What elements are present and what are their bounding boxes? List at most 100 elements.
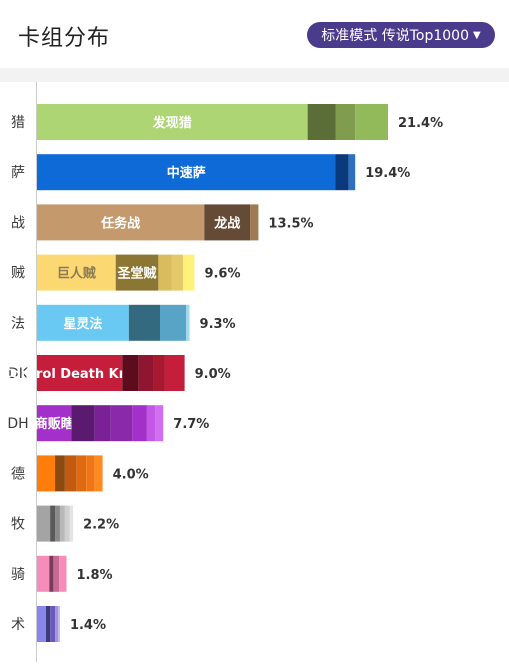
bar-segment-label: 圣堂贼 [118, 266, 157, 282]
bar-group: 德 4.0% [11, 455, 149, 492]
bar-segment-label: 巨人贼 [57, 266, 96, 282]
category-tick-label: DH [7, 416, 28, 432]
category-tick-label: 萨 [11, 165, 25, 181]
bar-segment [335, 104, 356, 140]
value-label: 19.4% [365, 166, 410, 181]
value-label: 9.3% [200, 317, 236, 332]
bar-segment-label: 任务战 [100, 215, 140, 231]
deck-distribution-chart: 猎 发现猎 21.4% 萨 中速萨 19.4% 战 任务战 龙战 13.5% 贼 巨人贼 圣堂贼 9.6%… [2, 82, 443, 662]
bar-segment [204, 204, 251, 241]
bar-segment [110, 405, 133, 442]
bar-segment [46, 606, 51, 642]
category-tick-label: 战 [11, 215, 25, 231]
category-tick-label: 法 [11, 316, 25, 332]
bar-segment [250, 204, 259, 241]
bar-segment [55, 606, 59, 642]
category-tick-label: 牧 [11, 517, 25, 533]
chevron-down-icon: ▼ [473, 29, 481, 41]
bar-group: 术 1.4% [11, 606, 106, 642]
bar-segment [58, 606, 60, 642]
bar-segment-label: 星灵法 [63, 316, 102, 332]
bar-segment-label: 发现猎 [152, 115, 192, 131]
bar-segment [37, 405, 72, 442]
value-label: 2.2% [83, 518, 119, 533]
bar-segment [171, 254, 183, 291]
bar-segment [164, 355, 185, 391]
bar-segment [155, 405, 164, 442]
bar-segment [335, 154, 349, 191]
bar-group: 战 任务战 龙战 13.5% [11, 204, 314, 241]
bar-segment [94, 455, 103, 492]
bar-segment [50, 505, 56, 542]
bar-segment [146, 405, 156, 442]
bar-segment [138, 355, 154, 391]
bar-segment [355, 104, 388, 140]
bar-segment [69, 505, 74, 542]
bar-segment [37, 154, 336, 191]
bar-segment [55, 455, 65, 492]
bar-group: 萨 中速萨 19.4% [11, 154, 410, 191]
bar-group: 骑 1.8% [11, 555, 113, 592]
header: 卡组分布 标准模式 传说Top1000 ▼ [0, 0, 509, 68]
bar-segment [307, 104, 336, 140]
bar-segment [53, 555, 60, 592]
bar-segment [94, 405, 111, 442]
value-label: 1.8% [77, 568, 113, 583]
bar-segment [71, 405, 95, 442]
category-tick-label: 术 [11, 617, 25, 633]
bar-segment [50, 606, 56, 642]
bar-segment [186, 304, 190, 341]
value-label: 7.7% [173, 417, 209, 432]
mode-dropdown-label: 标准模式 传说Top1000 [321, 28, 469, 44]
value-label: 13.5% [268, 216, 313, 231]
bar-segment [348, 154, 356, 191]
bar-segment [64, 505, 70, 542]
bar-segment [37, 555, 50, 592]
bar-segment [153, 355, 165, 391]
bar-segment [128, 304, 161, 341]
value-label: 21.4% [398, 116, 443, 131]
bar-segment [160, 304, 187, 341]
bar-segment [86, 455, 95, 492]
bar-segment [182, 254, 195, 291]
bar-segment-label: 中速萨 [167, 165, 206, 181]
bar-segment [37, 304, 129, 341]
bar-segment [59, 555, 67, 592]
bar-segment [122, 355, 139, 391]
value-label: 4.0% [113, 467, 149, 482]
bar-segment [76, 455, 87, 492]
bar-group: DH 商贩瞎 7.7% [7, 405, 209, 442]
bar-segment [132, 405, 147, 442]
bar-segment [37, 455, 56, 492]
bar-segment [55, 505, 60, 542]
bar-segment [59, 505, 65, 542]
bar-segment-label: 商贩瞎 [35, 416, 74, 432]
bar-segment [158, 254, 172, 291]
bar-segment-label: Control Death Knight [2, 367, 157, 382]
page-title: 卡组分布 [18, 26, 111, 51]
value-label: 1.4% [70, 618, 106, 633]
category-tick-label: 猎 [11, 115, 25, 131]
bar-segment-label: 龙战 [214, 215, 240, 231]
bar-segment [37, 505, 51, 542]
value-label: 9.6% [204, 267, 240, 282]
bar-segment [37, 254, 116, 291]
bar-group: 猎 发现猎 21.4% [11, 104, 443, 140]
divider-band [0, 68, 509, 82]
bar-segment [37, 204, 205, 241]
bar-segment [64, 455, 77, 492]
category-tick-label: 贼 [11, 266, 25, 282]
mode-dropdown[interactable]: 标准模式 传说Top1000 ▼ [307, 22, 495, 48]
bar-segment [37, 104, 308, 140]
category-tick-label: DK [8, 366, 29, 382]
bar-group: 法 星灵法 9.3% [11, 304, 236, 341]
value-label: 9.0% [195, 367, 231, 382]
category-tick-label: 德 [11, 466, 25, 482]
bar-segment [49, 555, 54, 592]
bar-group: 牧 2.2% [11, 505, 119, 542]
category-tick-label: 骑 [11, 567, 25, 583]
bar-segment [37, 355, 123, 391]
bar-group: 贼 巨人贼 圣堂贼 9.6% [11, 254, 241, 291]
bar-segment [115, 254, 159, 291]
